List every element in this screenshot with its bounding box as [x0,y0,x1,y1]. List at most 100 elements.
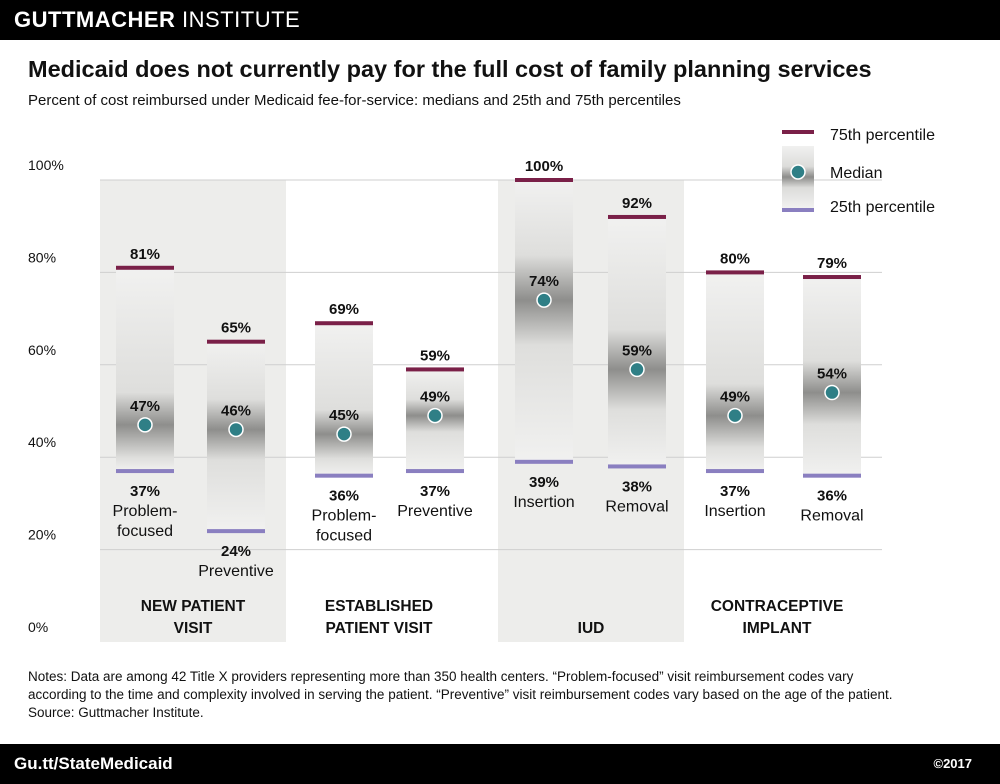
boxes [116,178,861,534]
p25-bar [706,469,764,474]
notes-line-2: according to the time and complexity inv… [28,687,893,702]
series-name: focused [316,528,372,545]
legend-median-label: Median [830,165,882,182]
brand-bold: GUTTMACHER [14,7,176,32]
group-label: IMPLANT [743,620,812,637]
median-label: 49% [420,389,450,406]
p25-bar [207,529,265,534]
top-bar: GUTTMACHER INSTITUTE [0,0,1000,40]
p75-bar [515,178,573,182]
notes-line-1: Notes: Data are among 42 Title X provide… [28,669,854,684]
p75-label: 80% [720,250,750,267]
series-name: Removal [800,508,863,525]
value-labels: NEW PATIENT VISIT ESTABLISHED PATIENT VISIT… [113,158,864,637]
p25-label: 24% [221,543,251,560]
box-body [803,277,861,476]
p75-label: 69% [329,301,359,318]
box-body [315,323,373,476]
y-tick-label: 60% [28,342,56,358]
median-dot [536,292,552,308]
chart-svg: 0% 20% 40% 60% 80% 100% NEW PATIENT VISIT ESTAB… [28,127,935,642]
median-dot [629,361,645,378]
series-name: Problem- [113,503,178,520]
p75-bar [608,214,666,219]
p25-bar [608,464,666,469]
brand-logo: GUTTMACHER INSTITUTE [14,7,300,33]
p25-bar [803,473,861,478]
median-label: 49% [720,389,750,406]
p25-bar [406,469,464,474]
p25-label: 36% [329,488,359,505]
p25-label: 39% [529,474,559,491]
group-bands [100,180,684,642]
p75-bar [315,321,373,326]
p75-bar [803,275,861,280]
p25-label: 36% [817,488,847,505]
group-label: PATIENT VISIT [325,620,433,637]
median-dot [137,417,153,433]
footer-bar: Gu.tt/StateMedicaid ©2017 [0,744,1000,784]
p75-label: 81% [130,246,160,263]
chart-subtitle: Percent of cost reimbursed under Medicai… [28,92,681,109]
p25-bar [515,459,573,464]
p25-label: 37% [130,483,160,500]
median-label: 45% [329,407,359,424]
median-dot [228,421,244,438]
p25-bar [315,473,373,478]
group-label: NEW PATIENT [141,598,246,615]
notes: Notes: Data are among 42 Title X provide… [28,668,978,722]
median-label: 46% [221,402,251,419]
p25-label: 37% [720,483,750,500]
series-name: Preventive [397,503,473,520]
footer-link[interactable]: Gu.tt/StateMedicaid [14,754,173,773]
brand-rest: INSTITUTE [175,7,301,32]
median-label: 74% [529,273,559,290]
group-label: CONTRACEPTIVE [711,598,844,615]
legend-p25-label: 25th percentile [830,199,935,216]
series-name: focused [117,523,173,540]
y-tick-label: 40% [28,434,56,450]
box-body [706,272,764,472]
median-label: 59% [622,342,652,359]
p75-label: 92% [622,195,652,212]
y-tick-label: 100% [28,157,64,173]
p75-label: 59% [420,347,450,364]
y-tick-label: 80% [28,249,56,265]
box-body [515,180,573,462]
y-tick-label: 0% [28,619,48,635]
legend: 75th percentile Median 25th percentile [782,127,935,216]
p75-bar [706,270,764,275]
median-dot [336,426,352,442]
group-label: ESTABLISHED [325,598,433,615]
p25-bar [116,469,174,474]
median-dot [427,407,443,424]
p75-label: 79% [817,255,847,272]
legend-median-dot [790,164,806,180]
series-name: Insertion [513,494,574,511]
median-dot [824,384,840,401]
box-body [116,267,174,472]
group-label: IUD [578,620,605,637]
legend-p75-label: 75th percentile [830,127,935,144]
chart-title: Medicaid does not currently pay for the … [28,56,872,82]
series-name: Insertion [704,503,765,520]
p75-bar [406,367,464,372]
p75-bar [207,339,265,344]
series-name: Preventive [198,563,274,580]
series-name: Problem- [312,508,377,525]
median-label: 54% [817,366,847,383]
legend-p75-swatch [782,130,814,134]
p25-label: 38% [622,478,652,495]
p25-label: 37% [420,483,450,500]
group-label: VISIT [174,620,213,637]
series-name: Removal [605,498,668,515]
p75-bar [116,265,174,270]
legend-p25-swatch [782,208,814,212]
p75-label: 100% [525,158,563,175]
notes-line-3: Source: Guttmacher Institute. [28,705,204,720]
median-label: 47% [130,398,160,415]
footer-copyright: ©2017 [933,756,973,771]
box-body [608,216,666,467]
y-tick-label: 20% [28,527,56,543]
p75-label: 65% [221,320,251,337]
